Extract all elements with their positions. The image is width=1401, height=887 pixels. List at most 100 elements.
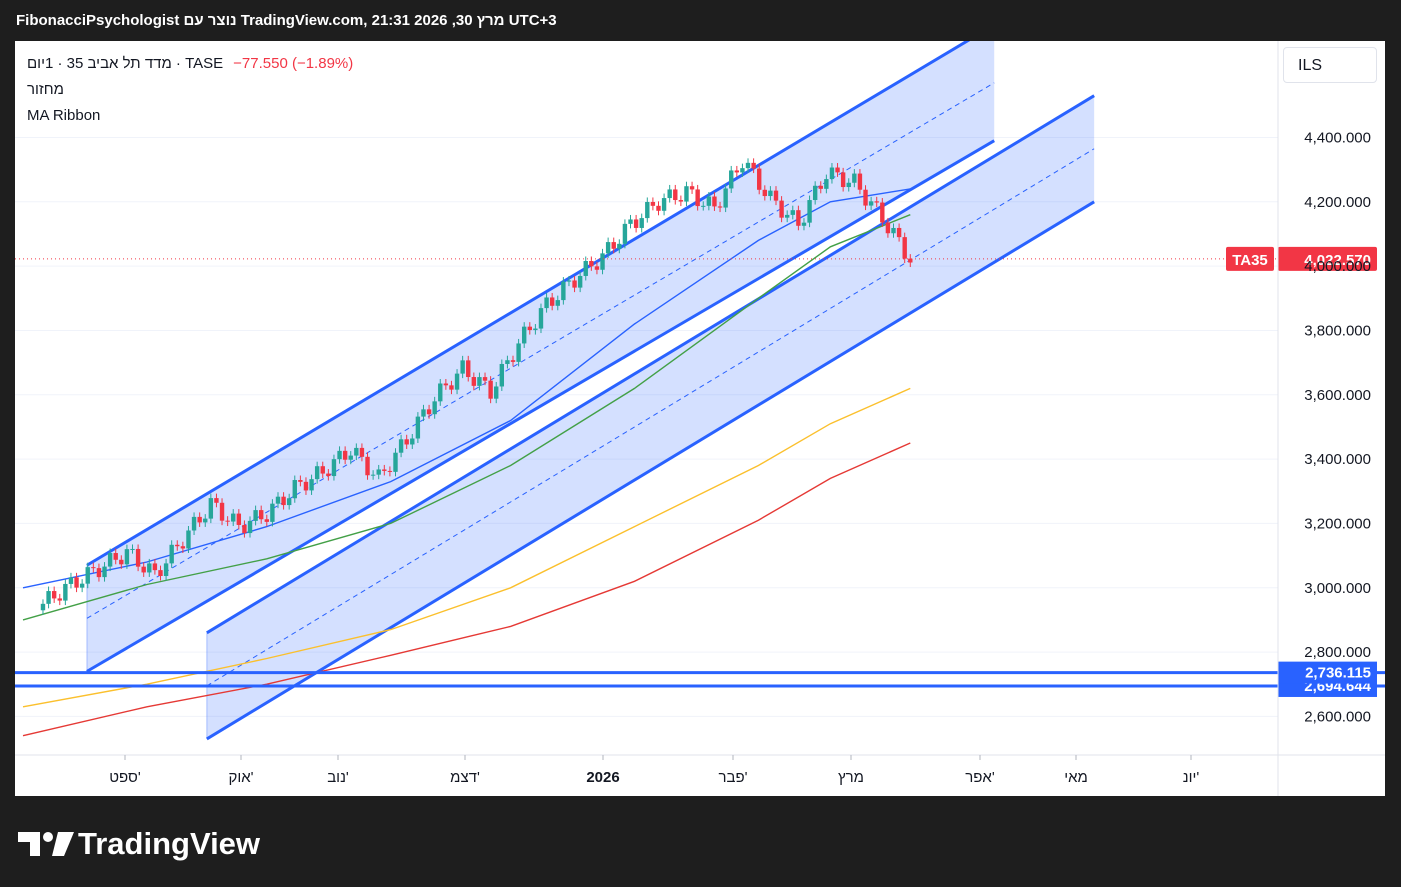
candle-59 [370, 470, 376, 480]
candle-73 [449, 380, 454, 395]
candle-37 [247, 516, 253, 538]
candle-121 [717, 201, 723, 213]
candle-155 [908, 254, 913, 268]
candle-30 [208, 493, 214, 524]
x-tick-label-5: פבר' [718, 769, 747, 786]
ma-line-4 [22, 442, 911, 737]
channel-lower-1 [206, 200, 1095, 741]
candle-81 [494, 381, 499, 404]
candle-109 [650, 197, 656, 211]
candle-152 [891, 223, 896, 238]
candle-61 [382, 464, 387, 476]
channel-fill-1 [206, 95, 1095, 739]
candle-66 [410, 433, 415, 449]
candlesticks [40, 158, 913, 615]
brand-wordmark: TradingView [78, 825, 261, 861]
candle-146 [857, 169, 863, 195]
moving-average-ribbon [22, 188, 911, 737]
candle-19 [147, 558, 152, 577]
candle-34 [231, 509, 236, 527]
y-tick-label-2: 3,000.000 [1304, 580, 1371, 597]
y-tick-label-4: 3,400.000 [1304, 451, 1371, 468]
candle-48 [309, 474, 314, 495]
indicator-ma-ribbon[interactable]: MA Ribbon [27, 107, 101, 124]
candle-7 [79, 579, 85, 593]
candle-14 [119, 555, 124, 569]
candle-125 [740, 163, 745, 177]
candle-108 [645, 197, 650, 223]
candle-75 [460, 355, 465, 379]
candle-96 [577, 271, 583, 293]
candle-106 [633, 214, 639, 233]
candle-36 [242, 520, 247, 538]
candle-82 [499, 359, 505, 391]
candle-144 [846, 178, 851, 192]
candle-139 [818, 181, 823, 194]
candle-103 [617, 239, 622, 254]
candle-1 [46, 586, 51, 609]
chart-legend: מדד תל אביב 35 · 1יום · TASE −77.550 (−1.… [27, 51, 353, 129]
candle-80 [488, 376, 493, 404]
candle-134 [790, 205, 795, 220]
candle-127 [751, 158, 756, 174]
regression-channels [86, 41, 1095, 741]
candle-126 [745, 158, 751, 173]
candle-76 [466, 355, 471, 382]
candle-45 [292, 475, 297, 503]
channel-lower-0 [86, 139, 995, 673]
candle-95 [572, 275, 577, 293]
candle-92 [555, 295, 560, 311]
currency-button[interactable]: ILS [1283, 47, 1377, 83]
candle-131 [773, 186, 779, 206]
ma-line-3 [22, 387, 911, 708]
candle-60 [376, 464, 381, 480]
candle-111 [661, 193, 667, 216]
candle-118 [701, 201, 706, 211]
candle-35 [236, 509, 242, 530]
last-price-tag: 4,022.570 [1278, 246, 1377, 271]
chart-frame[interactable]: 2,694.644 2,736.115 TA35 4,022.570 2,600.00… [15, 41, 1385, 796]
indicator-volume[interactable]: מחזור [27, 81, 64, 98]
candle-85 [516, 338, 521, 367]
candle-0 [40, 599, 46, 615]
price-change: −77.550 (−1.89%) [233, 55, 354, 72]
candle-10 [96, 563, 102, 582]
candle-93 [561, 277, 566, 305]
y-tick-label-9: 4,400.000 [1304, 129, 1371, 146]
x-tick-label-4: 2026 [586, 769, 619, 786]
y-tick-label-3: 3,200.000 [1304, 515, 1371, 532]
y-tick-label-0: 2,600.000 [1304, 708, 1371, 725]
candle-119 [706, 192, 712, 211]
candle-136 [801, 218, 807, 231]
candle-148 [868, 196, 874, 211]
candle-16 [130, 544, 135, 554]
tradingview-logo: TradingView [18, 822, 260, 862]
candle-130 [768, 186, 773, 201]
candle-147 [863, 185, 868, 211]
x-tick-label-1: אוק' [228, 769, 253, 786]
candle-56 [354, 443, 359, 461]
candle-5 [68, 572, 74, 589]
candle-22 [163, 558, 169, 581]
candle-8 [85, 562, 90, 589]
candle-26 [186, 525, 191, 553]
y-tick-label-6: 3,800.000 [1304, 322, 1371, 339]
ma-line-1 [22, 188, 911, 589]
symbol-line[interactable]: מדד תל אביב 35 · 1יום · TASE [27, 55, 224, 72]
candle-4 [63, 579, 68, 606]
candle-77 [471, 372, 477, 391]
y-tick-label-5: 3,600.000 [1304, 387, 1371, 404]
y-tick-label-1: 2,800.000 [1304, 644, 1371, 661]
candle-40 [264, 514, 270, 527]
level-tag-0[interactable]: 2,736.115 [1278, 661, 1377, 684]
candle-46 [298, 475, 303, 487]
candle-104 [622, 219, 628, 249]
symbol-row[interactable]: מדד תל אביב 35 · 1יום · TASE −77.550 (−1.… [27, 51, 353, 77]
candle-101 [605, 237, 611, 258]
candle-69 [426, 404, 432, 419]
svg-text:2,736.115: 2,736.115 [1305, 665, 1371, 682]
candle-42 [275, 492, 281, 509]
channel-fill-0 [86, 41, 995, 672]
